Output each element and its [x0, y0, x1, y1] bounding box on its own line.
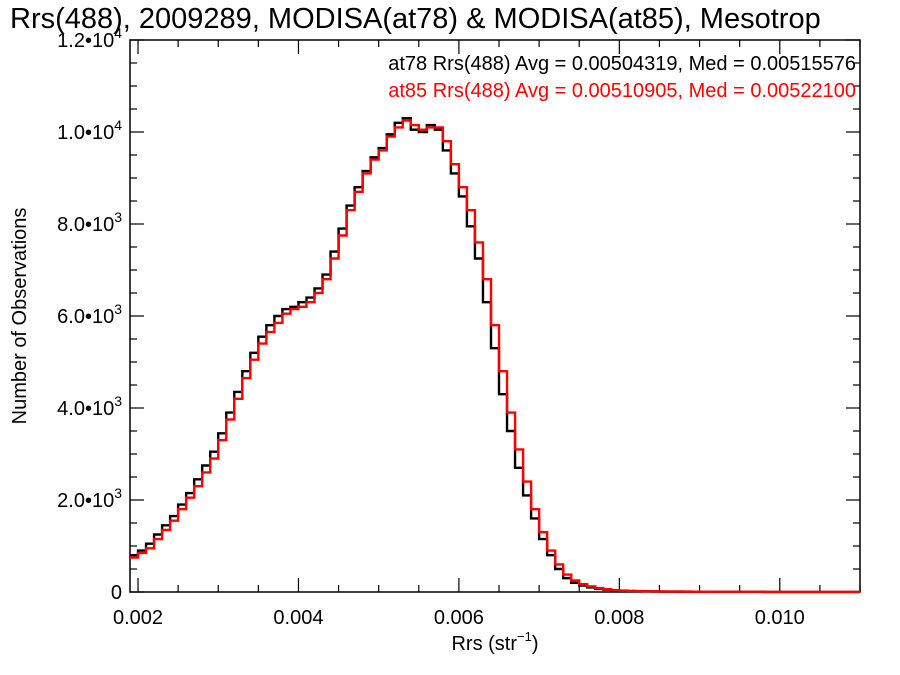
x-tick-label: 0.006 [434, 607, 484, 629]
y-tick-label: 1.2•104 [57, 25, 122, 52]
y-axis-label: Number of Observations [9, 208, 31, 425]
series-1-line [130, 117, 860, 594]
x-tick-label: 0.010 [755, 607, 805, 629]
y-tick-label: 8.0•103 [57, 209, 122, 236]
y-tick-label: 2.0•103 [57, 485, 122, 512]
chart-title: Rrs(488), 2009289, MODISA(at78) & MODISA… [10, 3, 821, 35]
x-tick-label: 0.002 [113, 607, 163, 629]
plot-frame [129, 39, 861, 593]
y-tick-label: 6.0•103 [57, 301, 122, 328]
stats-line-2: at85 Rrs(488) Avg = 0.00510905, Med = 0.… [388, 80, 856, 102]
x-tick-label: 0.008 [594, 607, 644, 629]
y-tick-label: 4.0•103 [57, 393, 122, 420]
x-axis-label: Rrs (str−1) [451, 629, 538, 655]
series-2-line [130, 119, 860, 594]
x-tick-labels: 0.002 0.004 0.006 0.008 0.010 [113, 607, 805, 629]
axis-ticks [130, 39, 861, 593]
stats-annotations: at78 Rrs(488) Avg = 0.00504319, Med = 0.… [388, 53, 856, 102]
stats-line-1: at78 Rrs(488) Avg = 0.00504319, Med = 0.… [388, 53, 856, 75]
y-tick-label: 0 [111, 582, 122, 604]
x-tick-label: 0.004 [273, 607, 323, 629]
series-group [130, 117, 860, 594]
y-tick-label: 1.0•104 [57, 117, 122, 144]
y-tick-labels: 0 2.0•103 4.0•103 6.0•103 8.0•103 1.0•104 1.2•… [57, 25, 122, 604]
